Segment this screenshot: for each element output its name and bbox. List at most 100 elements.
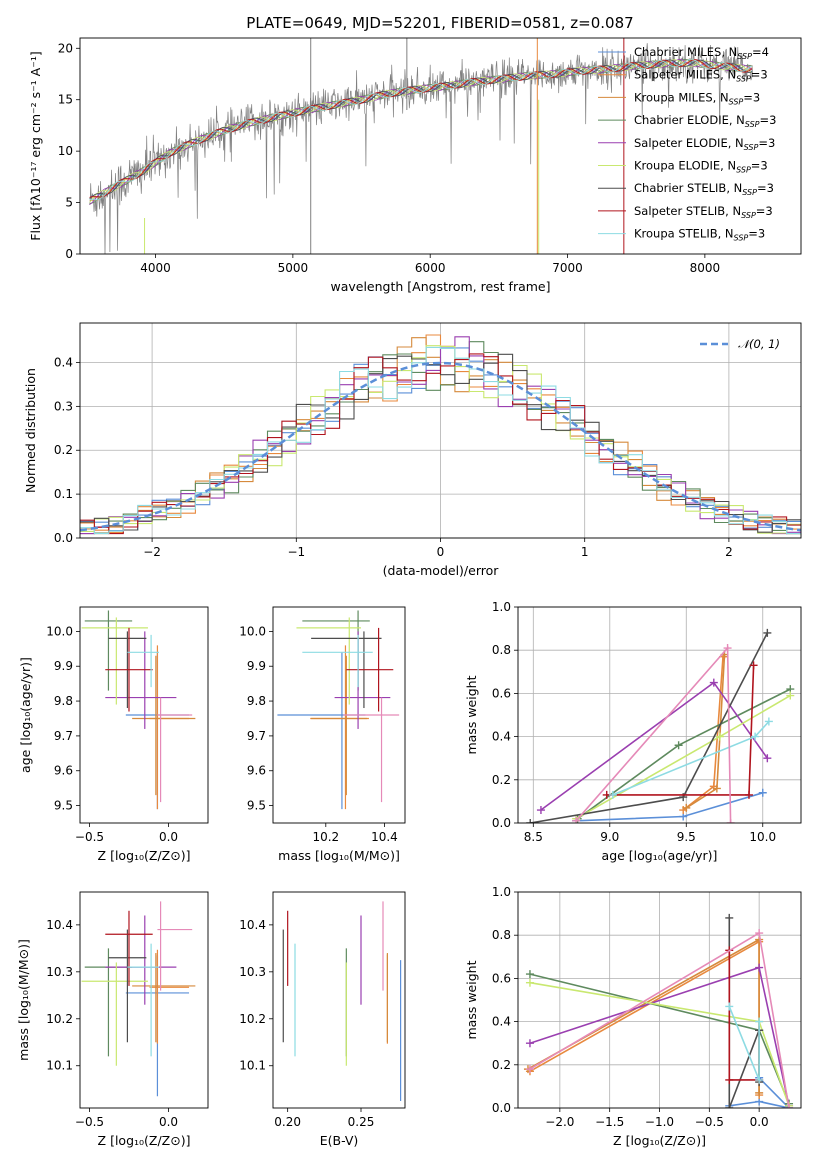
legend-entry-kroupa_elodie: Kroupa ELODIE, NSSP=3 — [634, 159, 768, 175]
axes-frame-mass_vs_Z — [79, 891, 209, 1109]
x-axis-label: Z [log₁₀(Z/Z⊙)] — [613, 1133, 706, 1148]
y-tick-label: 0.2 — [54, 443, 73, 457]
weight-marker-kroupa_miles — [755, 1088, 764, 1097]
plot-area-age_vs_Z — [81, 610, 196, 810]
plot-area-age_vs_mass — [277, 610, 400, 810]
plot-area-mass_weight_vs_Z — [523, 913, 794, 1108]
x-tick-label: 0.20 — [274, 1115, 301, 1129]
y-tick-label: 9.6 — [247, 764, 266, 778]
y-tick-label: 10.1 — [239, 1059, 266, 1073]
y-tick-label: 10.3 — [239, 965, 266, 979]
x-tick-label: 0.0 — [159, 1115, 178, 1129]
x-tick-label: 1 — [581, 545, 589, 559]
weight-marker-kroupa_elodie — [525, 978, 534, 987]
weight-marker-chabrier_stelib — [526, 819, 535, 823]
weight-marker-chabrier_stelib — [725, 1104, 734, 1108]
weight-marker-kroupa_miles — [682, 803, 691, 812]
x-tick-label: 8000 — [690, 261, 721, 275]
x-axis-label: Z [log₁₀(Z/Z⊙)] — [98, 1133, 191, 1148]
x-axis-label: wavelength [Angstrom, rest frame] — [330, 279, 550, 294]
x-tick-label: 0 — [437, 545, 445, 559]
weight-marker-chabrier_miles — [758, 788, 767, 797]
y-tick-label: 9.7 — [247, 729, 266, 743]
y-tick-label: 9.7 — [54, 729, 73, 743]
weight-marker-pink — [726, 819, 735, 823]
weight-marker-kroupa_elodie — [715, 732, 724, 741]
x-tick-label: 9.0 — [600, 830, 619, 844]
model-spectrum-kroupa_stelib — [89, 58, 753, 201]
plot-area-spectrum — [89, 38, 754, 254]
weight-line-chabrier_miles — [576, 792, 764, 822]
weight-marker-chabrier_elodie — [674, 741, 683, 750]
histogram-kroupa_stelib — [80, 346, 801, 535]
plot-area-mass_vs_ebv — [282, 901, 402, 1101]
x-tick-label: 0.0 — [750, 1115, 769, 1129]
y-tick-label: 0.2 — [492, 773, 511, 787]
x-tick-label: −0.5 — [75, 1115, 104, 1129]
y-tick-label: 5 — [65, 196, 73, 210]
axes-mass_weight_vs_Z: −2.0 −1.5 −1.0 −0.5 0.0 0.0 0.2 0.4 0.6 0.8 1.0 Z [… — [464, 885, 802, 1148]
y-tick-label: 10.2 — [239, 1012, 266, 1026]
x-tick-label: −0.5 — [695, 1115, 724, 1129]
legend-entry-kroupa_stelib: Kroupa STELIB, NSSP=3 — [634, 227, 765, 243]
y-tick-label: 20 — [58, 41, 73, 55]
x-tick-label: 0.0 — [159, 830, 178, 844]
axes-frame-age_vs_Z — [79, 606, 209, 824]
weight-marker-kroupa_stelib — [755, 1075, 764, 1084]
x-tick-label: −1 — [287, 545, 305, 559]
weight-marker-kroupa_stelib — [725, 1002, 734, 1011]
y-axis-label: mass weight — [464, 675, 479, 754]
legend-entry-salpeter_elodie: Salpeter ELODIE, NSSP=3 — [634, 136, 775, 152]
axes-frame-age_vs_mass — [272, 606, 406, 824]
y-tick-label: 0.2 — [492, 1058, 511, 1072]
legend-entry-normal: 𝒩(0, 1) — [738, 337, 780, 351]
x-tick-label: −2.0 — [545, 1115, 574, 1129]
x-tick-label: 10.0 — [749, 830, 776, 844]
axes-frame-mass_weight_vs_age — [517, 606, 802, 824]
x-axis-label: mass [log₁₀(M/M⊙)] — [278, 848, 400, 863]
weight-marker-pink — [572, 816, 581, 823]
y-tick-label: 0.4 — [492, 730, 511, 744]
weight-marker-salpeter_stelib — [744, 790, 753, 799]
normal-curve-line — [80, 361, 801, 532]
y-tick-label: 0.3 — [54, 399, 73, 413]
y-tick-label: 1.0 — [492, 600, 511, 614]
x-axis-label: Z [log₁₀(Z/Z⊙)] — [98, 848, 191, 863]
y-tick-label: 0.4 — [54, 355, 73, 369]
y-tick-label: 1.0 — [492, 885, 511, 899]
model-spectrum-chabrier_stelib — [89, 59, 753, 200]
y-tick-label: 9.8 — [247, 694, 266, 708]
y-axis-label: mass [log₁₀(M/M⊙)] — [16, 939, 31, 1061]
x-tick-label: 2 — [725, 545, 733, 559]
y-tick-label: 0.1 — [54, 487, 73, 501]
y-tick-label: 10.0 — [46, 624, 73, 638]
axes-age_vs_Z: −0.5 0.0 9.5 9.6 9.7 9.8 9.9 10.0 Z [log₁₀(Z/Z⊙)… — [18, 606, 209, 863]
x-tick-label: −1.5 — [595, 1115, 624, 1129]
legend-entry-salpeter_stelib: Salpeter STELIB, NSSP=3 — [634, 204, 773, 220]
y-tick-label: 10.2 — [46, 1012, 73, 1026]
legend-entry-chabrier_elodie: Chabrier ELODIE, NSSP=3 — [634, 113, 776, 129]
legend-entry-chabrier_stelib: Chabrier STELIB, NSSP=3 — [634, 181, 774, 197]
y-tick-label: 0.6 — [492, 971, 511, 985]
weight-marker-kroupa_miles — [712, 784, 721, 793]
weight-marker-kroupa_stelib — [751, 732, 760, 741]
weight-line-chabrier_miles — [729, 1077, 791, 1108]
y-axis-label: Normed distribution — [23, 368, 38, 493]
plot-area-mass_weight_vs_age — [526, 628, 795, 823]
weight-marker-pink — [785, 1104, 794, 1108]
y-tick-label: 10.1 — [46, 1059, 73, 1073]
plot-area-residuals — [80, 334, 801, 535]
axes-frame-residuals — [79, 322, 802, 539]
x-tick-label: 10.2 — [312, 830, 339, 844]
x-axis-label: age [log₁₀(age/yr)] — [602, 848, 718, 863]
x-axis-label: E(B-V) — [320, 1133, 359, 1148]
y-tick-label: 0.0 — [492, 816, 511, 830]
y-tick-label: 0 — [65, 247, 73, 261]
y-tick-label: 0.0 — [54, 531, 73, 545]
y-tick-label: 0.6 — [492, 686, 511, 700]
y-tick-label: 0.0 — [492, 1101, 511, 1115]
weight-marker-chabrier_stelib — [725, 913, 734, 922]
model-spectrum-salpeter_stelib — [89, 59, 753, 198]
weight-marker-kroupa_stelib — [608, 790, 617, 799]
y-tick-label: 10.4 — [239, 918, 266, 932]
